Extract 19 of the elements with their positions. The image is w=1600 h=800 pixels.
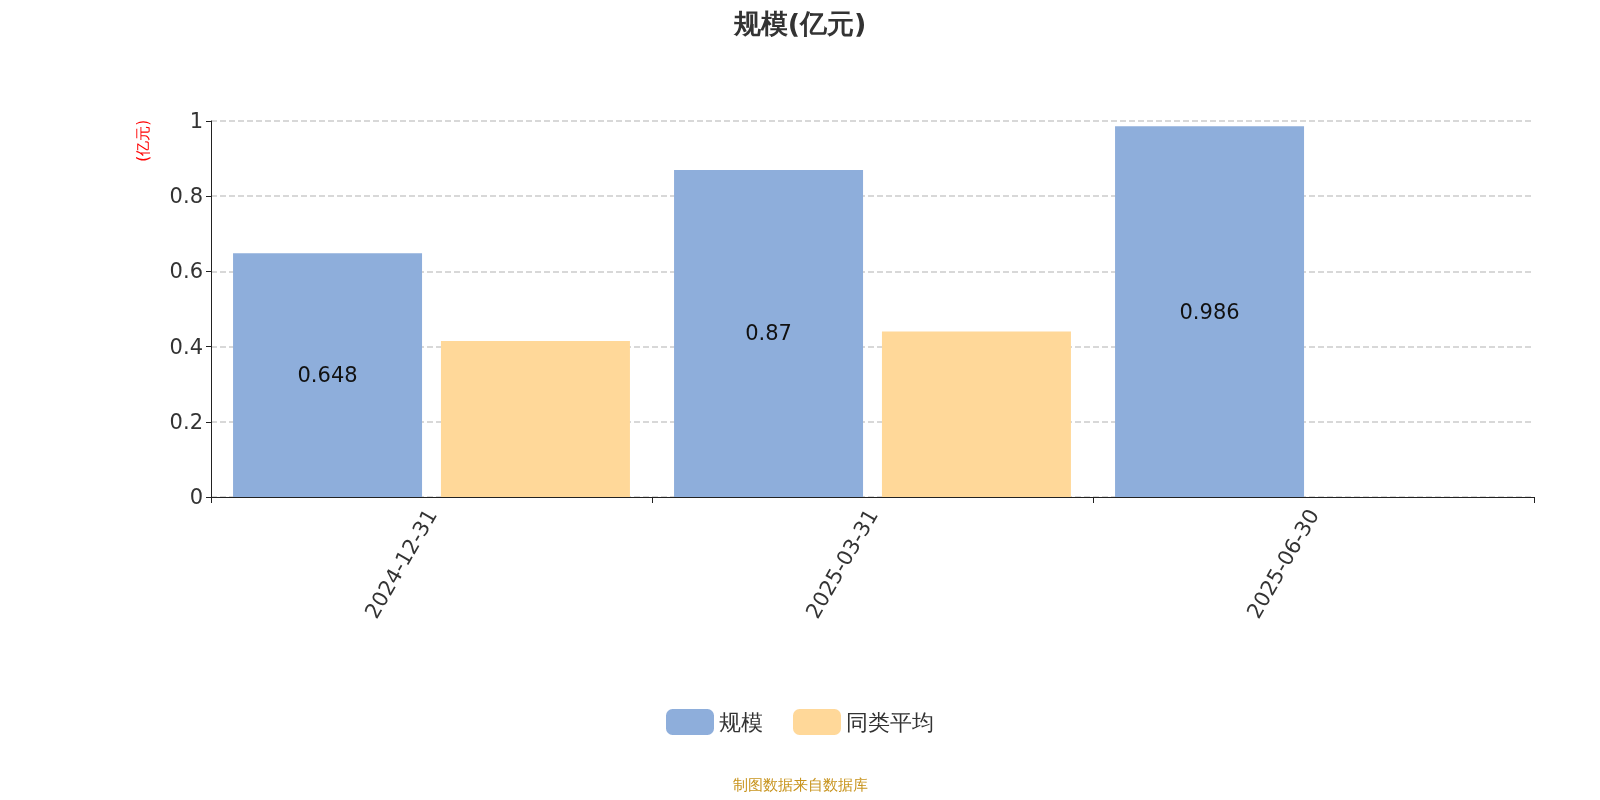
chart-title: 规模(亿元) (732, 8, 867, 39)
data-label: 0.87 (745, 321, 792, 346)
bar (440, 340, 630, 497)
data-label: 0.648 (297, 363, 358, 388)
y-tick-label: 0.4 (169, 334, 203, 359)
data-label: 0.986 (1179, 299, 1240, 324)
text: 制图数据来自数据库 (732, 775, 868, 794)
legend-label: 同类平均 (846, 709, 934, 735)
y-tick-label: 1 (189, 109, 203, 133)
y-tick-label: 0.2 (169, 409, 203, 434)
bar (674, 169, 864, 497)
y-tick-label: 0.6 (169, 259, 203, 284)
bar (233, 253, 423, 497)
y-axis-title: (亿元) (133, 119, 152, 162)
legend-label: 规模 (719, 709, 763, 735)
bar (881, 331, 1071, 497)
bar (1115, 126, 1305, 497)
y-tick-label: 0 (189, 485, 203, 509)
y-tick-label: 0.8 (169, 184, 203, 209)
